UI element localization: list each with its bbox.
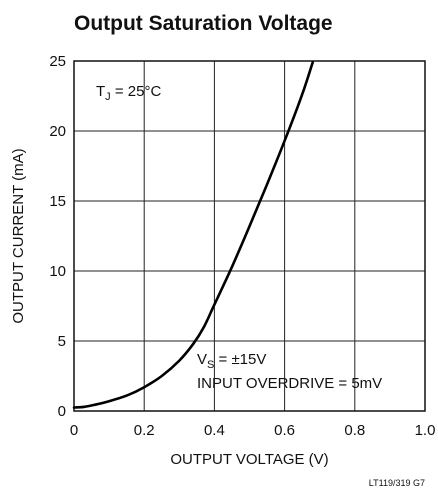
x-tick-label: 0 xyxy=(70,422,78,439)
x-tick-label: 0.8 xyxy=(344,422,365,439)
tick-labels: 0 0.2 0.4 0.6 0.8 1.0 0 5 10 15 20 25 xyxy=(49,53,435,439)
annotation-vs: VS = ±15V xyxy=(197,351,266,371)
x-tick-label: 1.0 xyxy=(415,422,436,439)
y-tick-label: 20 xyxy=(49,123,66,140)
annotation-overdrive: INPUT OVERDRIVE = 5mV xyxy=(197,375,382,392)
y-tick-label: 5 xyxy=(58,333,66,350)
chart-title: Output Saturation Voltage xyxy=(74,12,333,35)
x-axis-label: OUTPUT VOLTAGE (V) xyxy=(170,451,328,468)
y-tick-label: 15 xyxy=(49,193,66,210)
y-axis-label: OUTPUT CURRENT (mA) xyxy=(10,148,27,323)
y-tick-label: 10 xyxy=(49,263,66,280)
x-tick-label: 0.6 xyxy=(274,422,295,439)
x-tick-label: 0.4 xyxy=(204,422,225,439)
annotation-tj: TJ = 25°C xyxy=(96,83,161,103)
grid xyxy=(74,61,425,411)
x-tick-label: 0.2 xyxy=(134,422,155,439)
series-line xyxy=(72,61,314,409)
plot-frame xyxy=(73,60,426,412)
y-tick-label: 25 xyxy=(49,53,66,70)
y-tick-label: 0 xyxy=(58,403,66,420)
figure-code: LT119/319 G7 xyxy=(369,478,425,488)
